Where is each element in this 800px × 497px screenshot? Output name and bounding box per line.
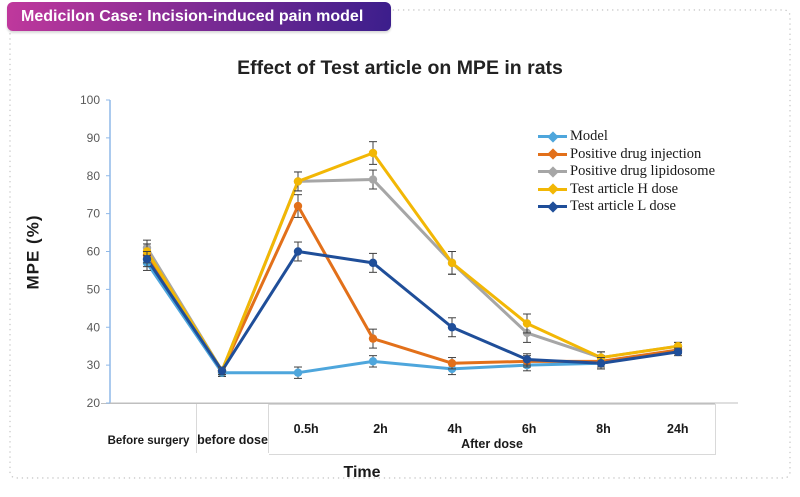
- svg-text:50: 50: [87, 282, 101, 296]
- svg-text:60: 60: [87, 245, 101, 259]
- svg-text:100: 100: [80, 93, 100, 107]
- svg-text:80: 80: [87, 169, 101, 183]
- svg-text:20: 20: [87, 396, 101, 410]
- svg-text:40: 40: [87, 320, 101, 334]
- svg-text:90: 90: [87, 131, 101, 145]
- svg-text:70: 70: [87, 207, 101, 221]
- svg-text:30: 30: [87, 358, 101, 372]
